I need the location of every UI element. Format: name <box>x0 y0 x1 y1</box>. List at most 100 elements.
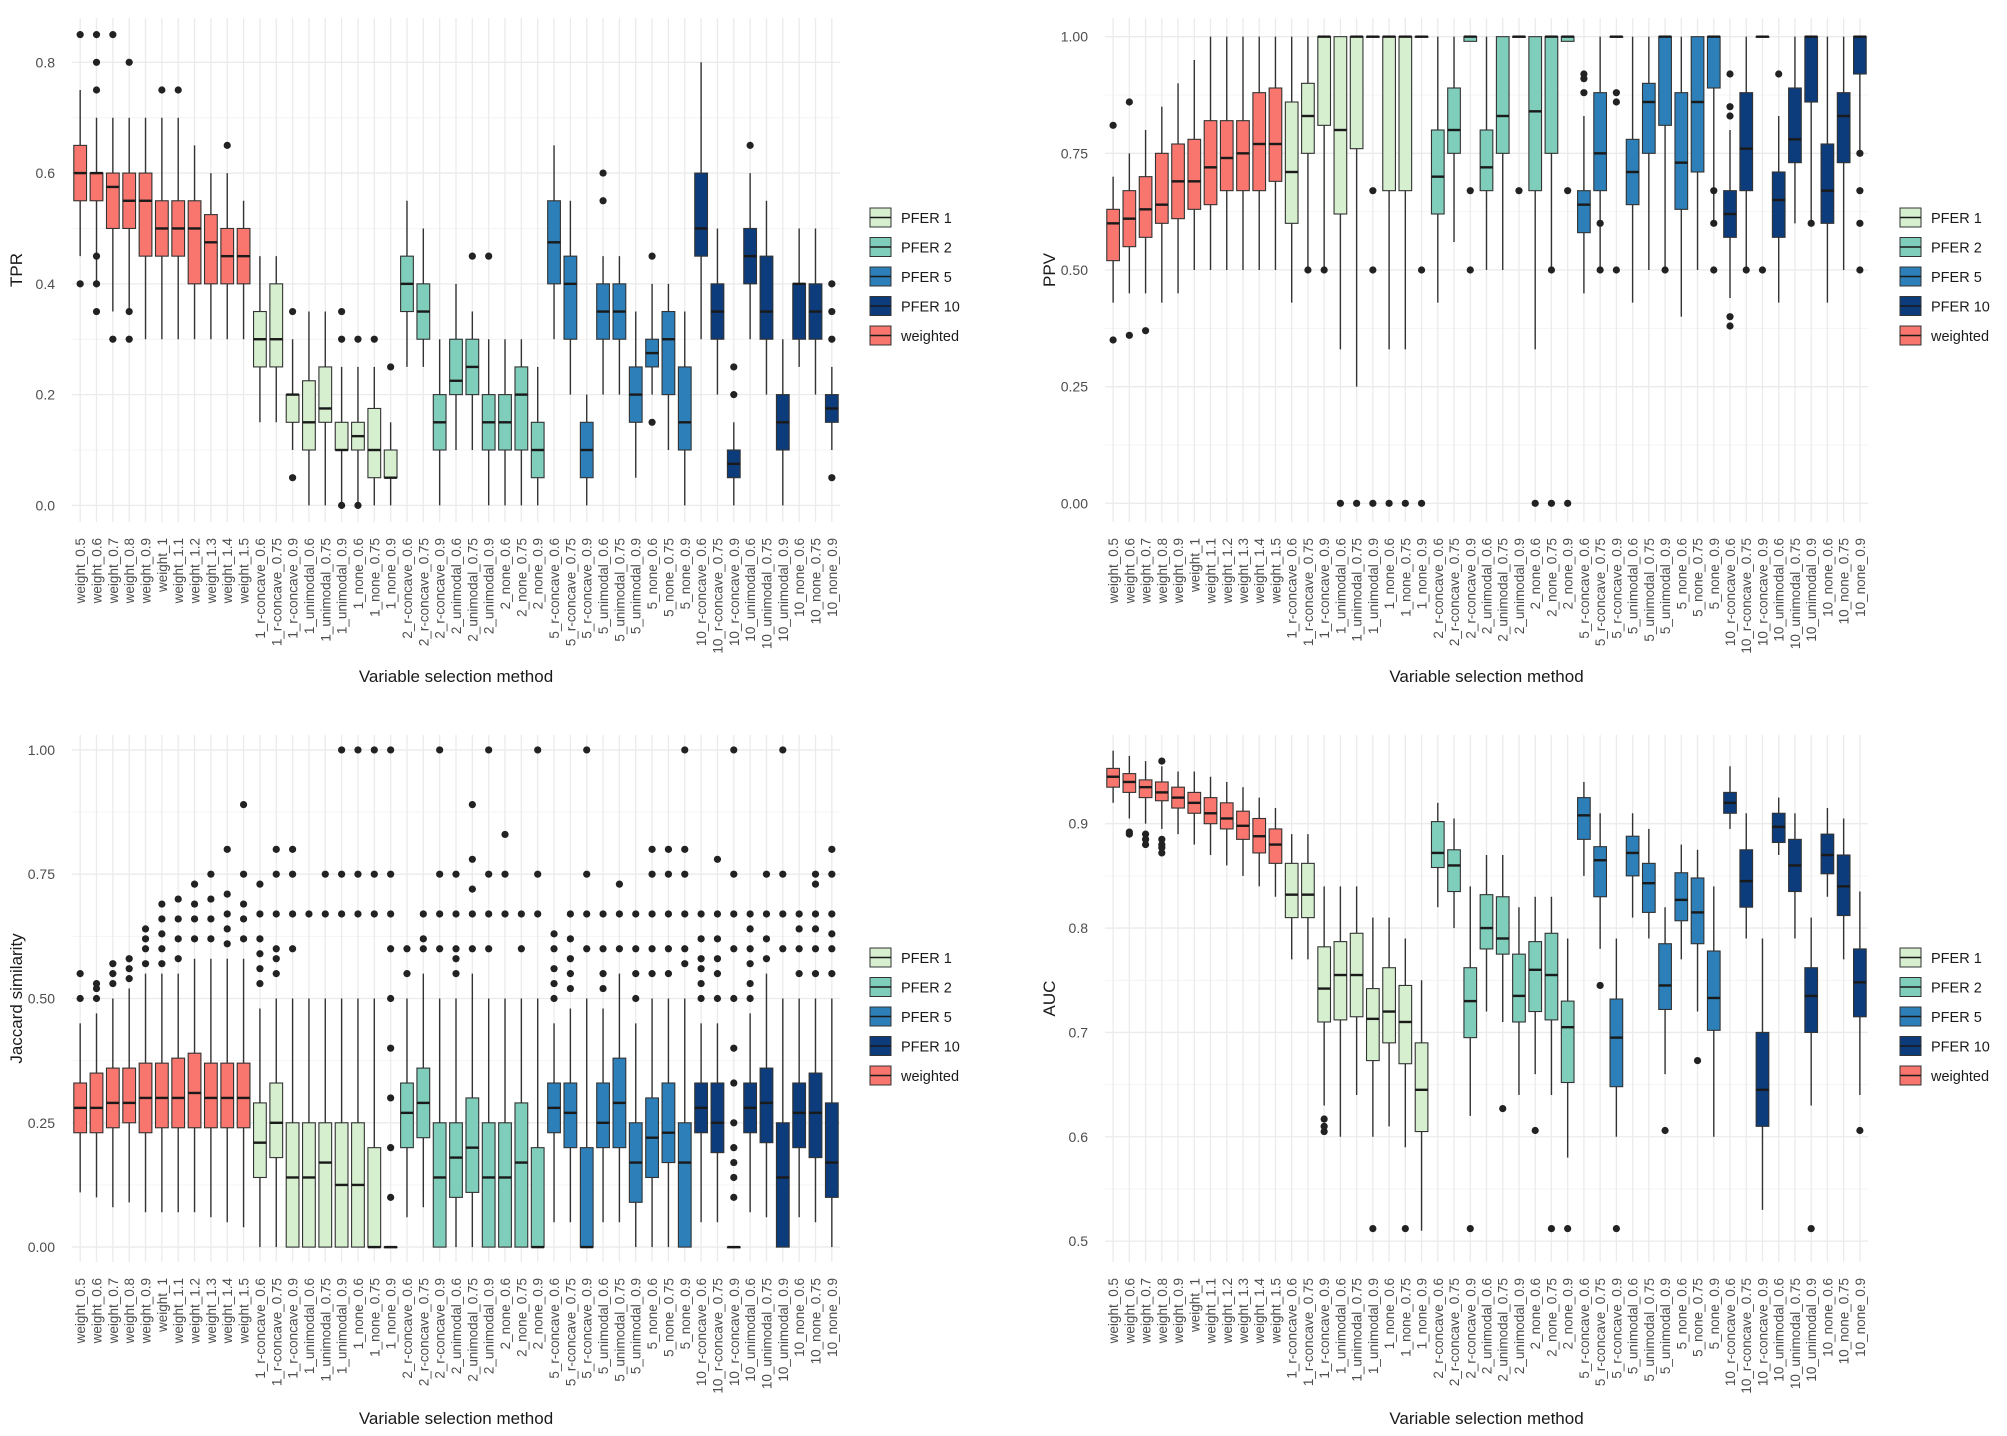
x-tick-label: 2_unimodal_0.9 <box>482 538 497 634</box>
legend: PFER 1 PFER 2 PFER 5 PFER 10 weighted <box>1899 207 1990 346</box>
box-body <box>269 283 284 368</box>
outlier-point <box>436 746 444 754</box>
legend-label: PFER 1 <box>901 211 952 227</box>
box-1_none_0.9 <box>1414 980 1429 1231</box>
x-tick-label: 10_r-concave_0.9 <box>727 538 742 646</box>
outlier-point <box>1807 219 1815 227</box>
outlier-point <box>730 1158 738 1167</box>
outlier-point <box>1596 266 1604 274</box>
x-tick-label: 2_unimodal_0.6 <box>1480 538 1495 634</box>
x-tick-label: 2_r-concave_0.9 <box>1463 1278 1478 1379</box>
outlier-point <box>109 335 117 343</box>
box-body <box>154 1062 169 1129</box>
outlier-point <box>713 955 722 963</box>
x-tick-label: weight_0.9 <box>139 1278 154 1344</box>
outlier-point <box>681 746 689 754</box>
box-1_unimodal_0.75 <box>1349 35 1364 507</box>
x-tick-label: 5_unimodal_0.9 <box>1658 538 1673 634</box>
legend-label: PFER 1 <box>1931 211 1982 227</box>
box-body <box>318 366 333 423</box>
outlier-point <box>828 280 836 288</box>
box-weight_1 <box>1187 60 1202 270</box>
x-tick-label: 5_r-concave_0.9 <box>1609 538 1624 639</box>
legend-item: PFER 2 <box>869 977 952 997</box>
outlier-point <box>730 945 738 953</box>
box-body <box>1414 1042 1429 1133</box>
outlier-point <box>828 335 836 343</box>
box-10_unimodal_0.9 <box>775 339 790 506</box>
box-body <box>563 1082 578 1149</box>
box-2_unimodal_0.75 <box>465 252 480 450</box>
box-1_none_0.75 <box>367 746 382 1249</box>
box-2_r-concave_0.6 <box>1430 36 1445 303</box>
outlier-point <box>1515 187 1523 195</box>
x-tick-label: 5_none_0.75 <box>661 538 676 617</box>
outlier-point <box>419 935 427 943</box>
outlier-point <box>207 895 215 903</box>
outlier-point <box>272 955 280 963</box>
x-tick-label: weight_1.2 <box>1220 538 1235 604</box>
outlier-point <box>1466 266 1474 274</box>
box-body <box>792 1082 807 1149</box>
outlier-point <box>174 895 182 903</box>
x-tick-label: 5_unimodal_0.75 <box>1642 538 1657 642</box>
box-2_r-concave_0.9 <box>1463 35 1478 274</box>
box-2_none_0.6 <box>1528 36 1543 507</box>
outlier-point <box>1580 89 1588 97</box>
legend-item: PFER 10 <box>1899 296 1990 316</box>
box-body <box>138 172 153 257</box>
x-tick-label: 2_unimodal_0.9 <box>1512 1278 1527 1374</box>
box-1_r-concave_0.6 <box>252 880 267 1248</box>
box-body <box>1398 36 1413 192</box>
outlier-point <box>403 945 411 953</box>
x-tick-label: weight_1 <box>155 1278 170 1333</box>
box-10_r-concave_0.6 <box>694 910 709 1223</box>
outlier-point <box>779 746 787 754</box>
x-tick-label: 5_unimodal_0.9 <box>1658 1278 1673 1374</box>
outlier-point <box>599 984 607 993</box>
x-tick-label: 2_none_0.6 <box>1528 1278 1543 1349</box>
box-10_none_0.75 <box>1836 36 1851 270</box>
box-body <box>1755 1031 1770 1127</box>
x-tick-label: weight_0.6 <box>1122 538 1137 604</box>
outlier-point <box>125 58 133 66</box>
outlier-point <box>419 945 427 953</box>
x-tick-label: 2_r-concave_0.6 <box>400 1278 415 1379</box>
box-5_unimodal_0.9 <box>628 311 643 478</box>
box-body <box>1284 101 1299 224</box>
x-tick-label: 2_none_0.75 <box>514 1278 529 1357</box>
x-tick-label: weight_1.4 <box>220 1278 235 1345</box>
outlier-point <box>190 880 199 888</box>
outlier-point <box>615 945 624 953</box>
x-tick-label: weight_0.9 <box>139 538 154 604</box>
box-body <box>1138 176 1153 238</box>
outlier-point <box>468 252 476 260</box>
box-weight_1 <box>1187 771 1202 845</box>
box-weight_0.6 <box>89 979 104 1198</box>
x-tick-label: weight_1.3 <box>1236 1278 1251 1344</box>
box-body <box>1739 849 1754 908</box>
box-body <box>1804 967 1819 1033</box>
box-5_none_0.6 <box>645 252 660 426</box>
x-tick-label: 1_none_0.75 <box>1398 538 1413 617</box>
box-body <box>1853 36 1867 75</box>
outlier-point <box>697 979 705 988</box>
legend-label: weighted <box>1930 1069 1989 1085</box>
x-tick-label: 2_none_0.6 <box>498 1278 513 1349</box>
x-tick-label: 1_r-concave_0.75 <box>269 1278 284 1386</box>
box-body <box>187 1052 202 1129</box>
x-tick-label: weight_1 <box>155 538 170 593</box>
x-tick-label: 5_unimodal_0.6 <box>596 1278 611 1374</box>
x-tick-label: weight_1.3 <box>204 1278 219 1344</box>
box-2_r-concave_0.75 <box>1447 36 1461 242</box>
outlier-point <box>190 900 199 908</box>
outlier-point <box>92 979 101 988</box>
outlier-point <box>1158 835 1166 843</box>
box-weight_1.1 <box>1203 776 1218 856</box>
outlier-point <box>1710 219 1718 227</box>
outlier-point <box>288 910 297 918</box>
x-tick-label: 10_none_0.75 <box>1837 538 1852 624</box>
outlier-point <box>730 363 738 371</box>
box-1_unimodal_0.9 <box>334 307 349 509</box>
box-5_r-concave_0.9 <box>1609 938 1624 1233</box>
